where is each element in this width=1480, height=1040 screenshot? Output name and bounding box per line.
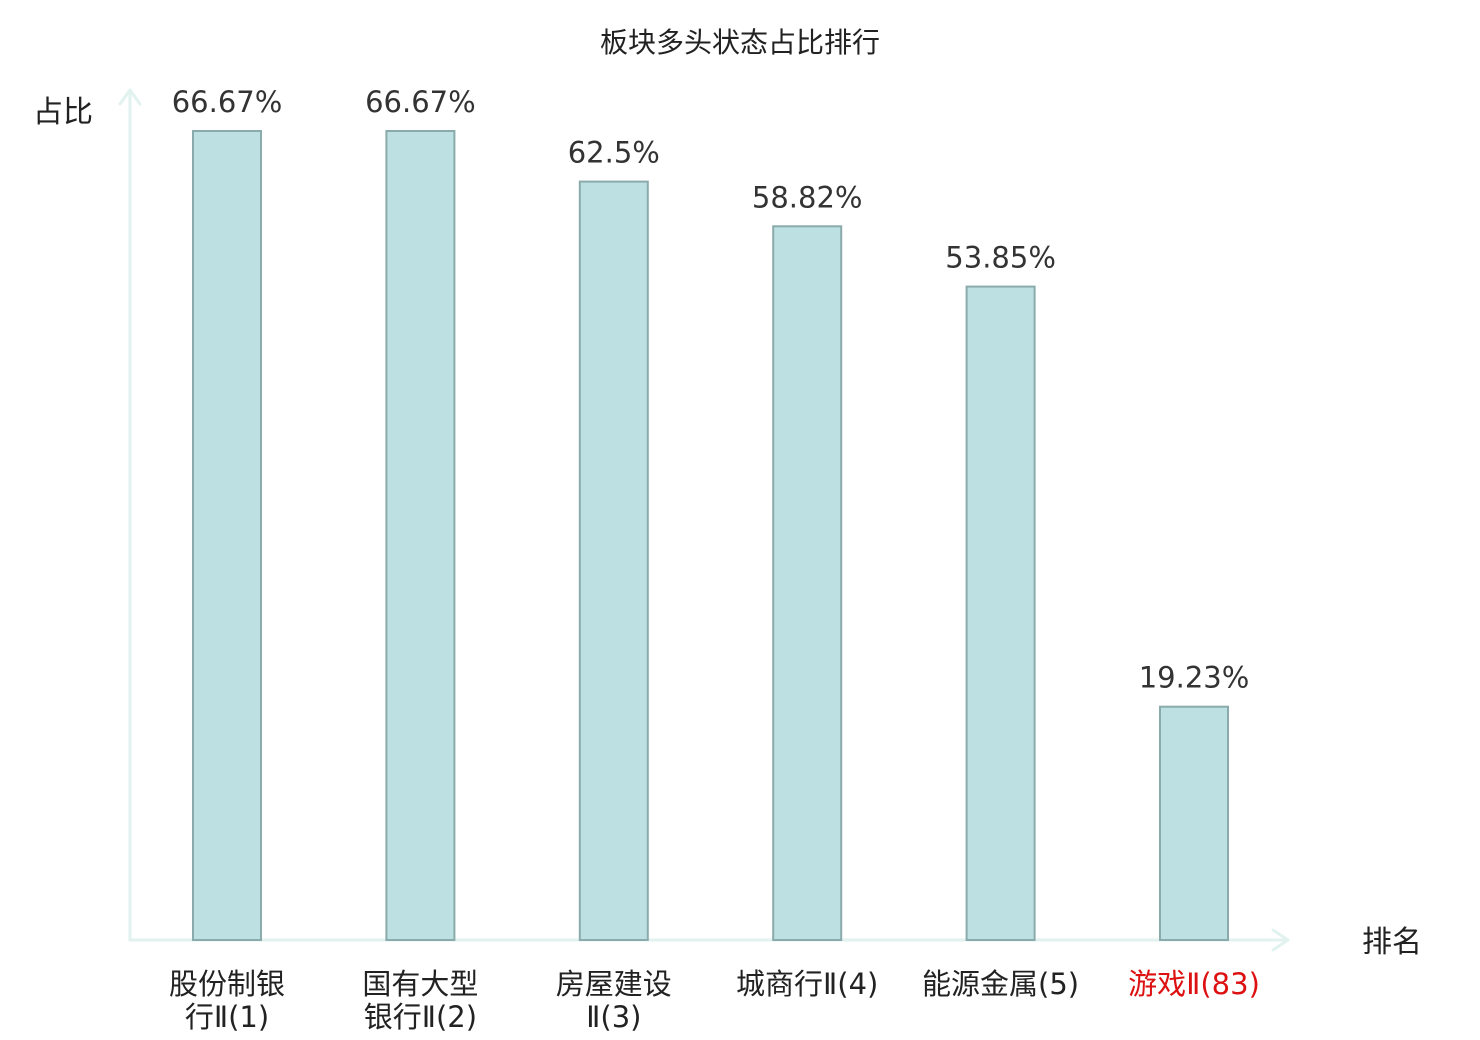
axes — [118, 88, 1290, 952]
y-axis-label: 占比 — [33, 95, 93, 130]
category-label-line: Ⅱ(3) — [586, 1000, 641, 1034]
category-label: 城商行Ⅱ(4) — [736, 967, 878, 1001]
y-axis-arrow — [118, 88, 142, 106]
bar — [772, 225, 843, 942]
bar-value-label: 62.5% — [568, 136, 660, 170]
value-labels: 66.67% 66.67% 62.5% 58.82% 53.85% 19.23% — [172, 85, 1250, 695]
bar — [385, 130, 456, 941]
category-label-line: 银行Ⅱ(2) — [364, 1000, 477, 1034]
category-label-line: 能源金属(5) — [922, 967, 1079, 1001]
category-label-line: 房屋建设 — [556, 967, 672, 1001]
x-axis-arrow — [1271, 928, 1290, 952]
category-label-line: 城商行Ⅱ(4) — [736, 967, 878, 1001]
bar-value-label: 66.67% — [172, 85, 283, 119]
bar-value-label: 53.85% — [945, 241, 1056, 275]
bar — [192, 130, 262, 941]
category-label-line: 股份制银 — [169, 967, 285, 1001]
category-label-line: 国有大型 — [362, 967, 478, 1001]
bar-value-label: 58.82% — [752, 180, 863, 214]
category-label: 游戏Ⅱ(83) — [1128, 967, 1260, 1001]
category-label: 房屋建设 Ⅱ(3) — [556, 967, 672, 1034]
x-axis-label: 排名 — [1362, 925, 1422, 960]
bar — [1159, 705, 1229, 942]
bars — [192, 130, 1229, 942]
bar — [965, 285, 1036, 942]
category-label: 股份制银行Ⅱ(1) — [169, 967, 285, 1034]
bar — [578, 180, 649, 942]
category-label: 能源金属(5) — [922, 967, 1079, 1001]
chart-title: 板块多头状态占比排行 — [600, 26, 880, 59]
category-label-line: 行Ⅱ(1) — [185, 1000, 269, 1034]
bar-value-label: 66.67% — [365, 85, 476, 119]
category-label-line: 游戏Ⅱ(83) — [1128, 967, 1260, 1001]
bar-value-label: 19.23% — [1139, 661, 1250, 695]
category-labels: 股份制银行Ⅱ(1) 国有大型银行Ⅱ(2) 房屋建设 Ⅱ(3) 城商行Ⅱ(4) 能源金属(5… — [169, 967, 1260, 1034]
category-label: 国有大型银行Ⅱ(2) — [362, 967, 478, 1034]
